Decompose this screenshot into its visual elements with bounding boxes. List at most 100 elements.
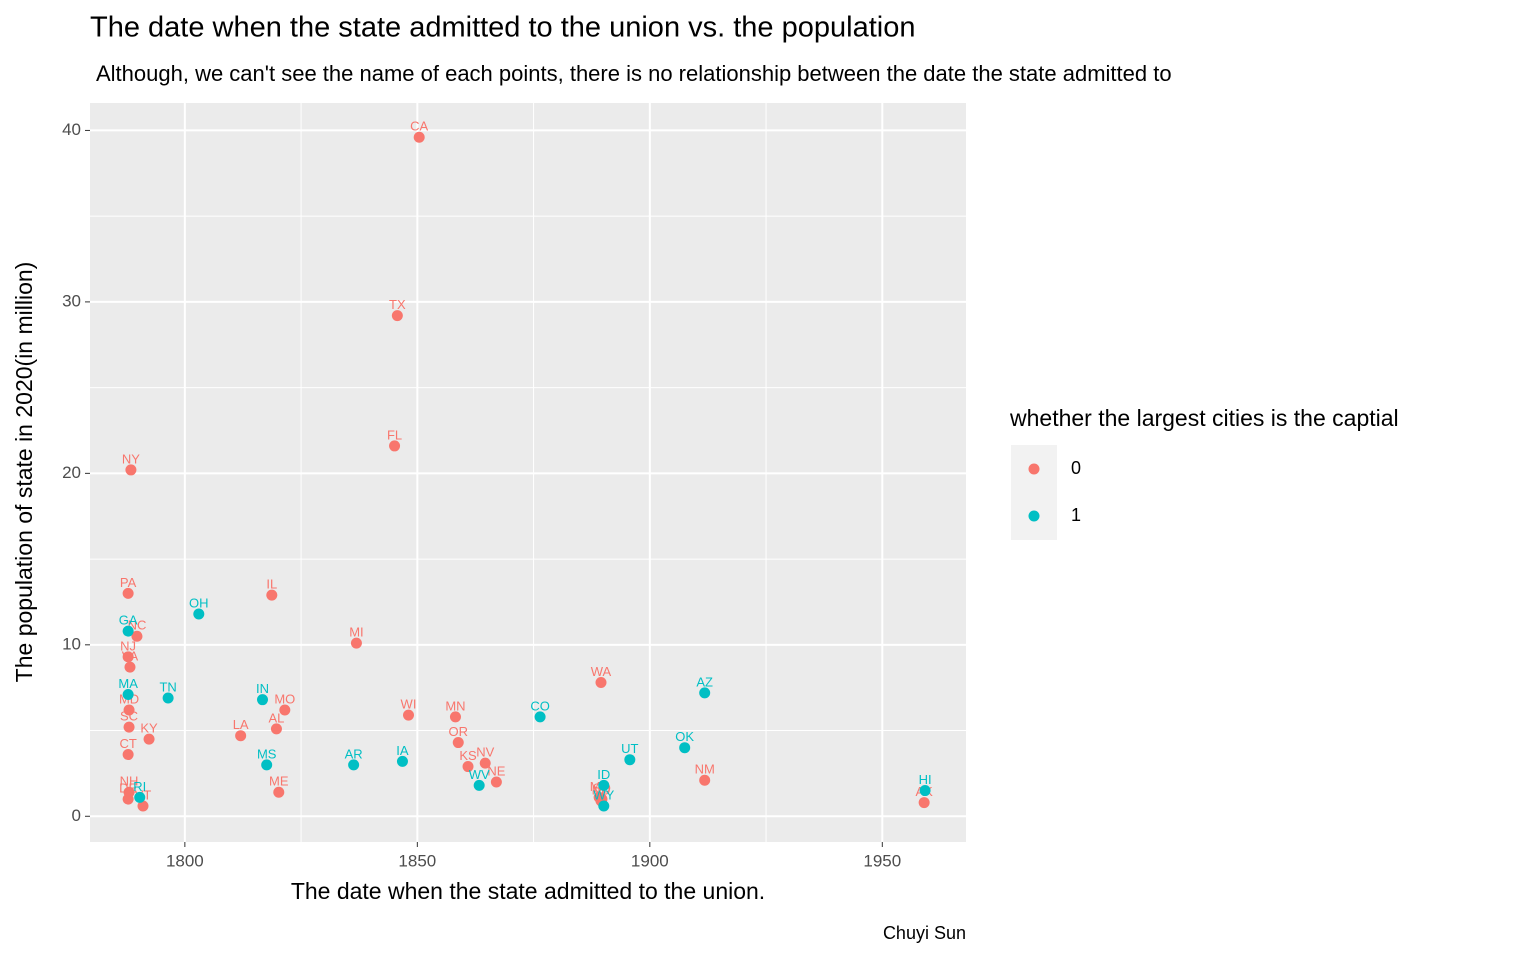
point bbox=[122, 689, 134, 701]
legend-key-bg bbox=[1011, 445, 1057, 540]
point-label: TN bbox=[159, 679, 176, 694]
legend-title: whether the largest cities is the captia… bbox=[1009, 405, 1399, 431]
point bbox=[123, 721, 135, 733]
point bbox=[403, 709, 415, 721]
chart-subtitle: Although, we can't see the name of each … bbox=[96, 61, 1172, 86]
point-label: MN bbox=[445, 698, 465, 713]
y-axis-title: The population of state in 2020(in milli… bbox=[11, 262, 37, 683]
point-label: CO bbox=[530, 698, 550, 713]
x-tick-label: 1850 bbox=[398, 851, 436, 870]
point bbox=[679, 742, 691, 754]
point bbox=[598, 800, 610, 812]
grid bbox=[90, 103, 966, 842]
point-label: IA bbox=[396, 743, 409, 758]
x-tick-label: 1800 bbox=[166, 851, 204, 870]
point bbox=[273, 786, 285, 798]
point bbox=[462, 761, 474, 773]
legend-marker bbox=[1028, 463, 1040, 475]
point bbox=[490, 776, 502, 788]
points: CATXFLNYPAILNCMINJVAWAMOMDWIMNSCALLAKYOR… bbox=[118, 119, 933, 812]
point bbox=[134, 791, 146, 803]
point bbox=[270, 723, 282, 735]
point bbox=[131, 630, 143, 642]
point bbox=[261, 759, 273, 771]
point-label: NH bbox=[120, 774, 139, 789]
point bbox=[534, 711, 546, 723]
point-label: MS bbox=[257, 746, 277, 761]
x-tick-label: 1900 bbox=[631, 851, 669, 870]
point-label: ID bbox=[597, 767, 610, 782]
point bbox=[699, 774, 711, 786]
point-label: GA bbox=[119, 613, 138, 628]
point-label: KY bbox=[140, 721, 158, 736]
point-label: HI bbox=[919, 772, 932, 787]
point bbox=[123, 704, 135, 716]
point bbox=[122, 587, 134, 599]
y-tick-label: 40 bbox=[62, 120, 81, 139]
point bbox=[124, 661, 136, 673]
point bbox=[235, 730, 247, 742]
point bbox=[473, 779, 485, 791]
point-label: WA bbox=[591, 664, 612, 679]
point bbox=[350, 637, 362, 649]
y-tick-label: 20 bbox=[62, 463, 81, 482]
point-label: IL bbox=[266, 577, 277, 592]
legend-label: 1 bbox=[1071, 505, 1081, 525]
point-label: AL bbox=[268, 710, 284, 725]
y-tick-label: 10 bbox=[62, 634, 81, 653]
point-label: NE bbox=[487, 763, 505, 778]
point-label: PA bbox=[120, 575, 137, 590]
point-label: NV bbox=[476, 745, 494, 760]
point bbox=[699, 687, 711, 699]
point-label: CA bbox=[410, 119, 428, 134]
point-label: UT bbox=[621, 741, 638, 756]
point-label: RI bbox=[133, 779, 146, 794]
point-label: ME bbox=[269, 774, 289, 789]
point bbox=[449, 711, 461, 723]
point-label: OR bbox=[449, 724, 469, 739]
point bbox=[919, 785, 931, 797]
point-label: AZ bbox=[696, 674, 713, 689]
point bbox=[266, 589, 278, 601]
point bbox=[479, 757, 491, 769]
point-label: WI bbox=[401, 697, 417, 712]
point bbox=[389, 440, 401, 452]
point-label: NJ bbox=[120, 638, 136, 653]
point-label: FL bbox=[387, 427, 402, 442]
x-tick-label: 1950 bbox=[863, 851, 901, 870]
point bbox=[125, 464, 137, 476]
point-label: KS bbox=[459, 748, 477, 763]
point bbox=[257, 694, 269, 706]
point-label: MA bbox=[118, 676, 138, 691]
y-tick-label: 30 bbox=[62, 291, 81, 310]
point bbox=[162, 692, 174, 704]
point bbox=[193, 608, 205, 620]
legend-label: 0 bbox=[1071, 458, 1081, 478]
point-label: CT bbox=[119, 736, 136, 751]
point-label: OH bbox=[189, 595, 209, 610]
point bbox=[391, 310, 403, 322]
point-label: MI bbox=[349, 625, 363, 640]
caption: Chuyi Sun bbox=[883, 923, 966, 943]
point-label: AR bbox=[345, 746, 363, 761]
x-axis-title: The date when the state admitted to the … bbox=[291, 878, 765, 904]
point-label: DE bbox=[119, 781, 137, 796]
point-label: WV bbox=[469, 767, 490, 782]
point bbox=[918, 797, 930, 809]
point bbox=[624, 754, 636, 766]
point bbox=[452, 737, 464, 749]
point-label: WY bbox=[593, 787, 614, 802]
point bbox=[137, 800, 149, 812]
point bbox=[348, 759, 360, 771]
point-label: OK bbox=[675, 729, 694, 744]
point bbox=[122, 651, 134, 663]
point-label: LA bbox=[233, 717, 249, 732]
legend-marker bbox=[1028, 510, 1040, 522]
point bbox=[122, 793, 134, 805]
point bbox=[396, 755, 408, 767]
point-label: SC bbox=[120, 709, 138, 724]
point bbox=[413, 131, 425, 143]
point-label: MO bbox=[274, 691, 295, 706]
